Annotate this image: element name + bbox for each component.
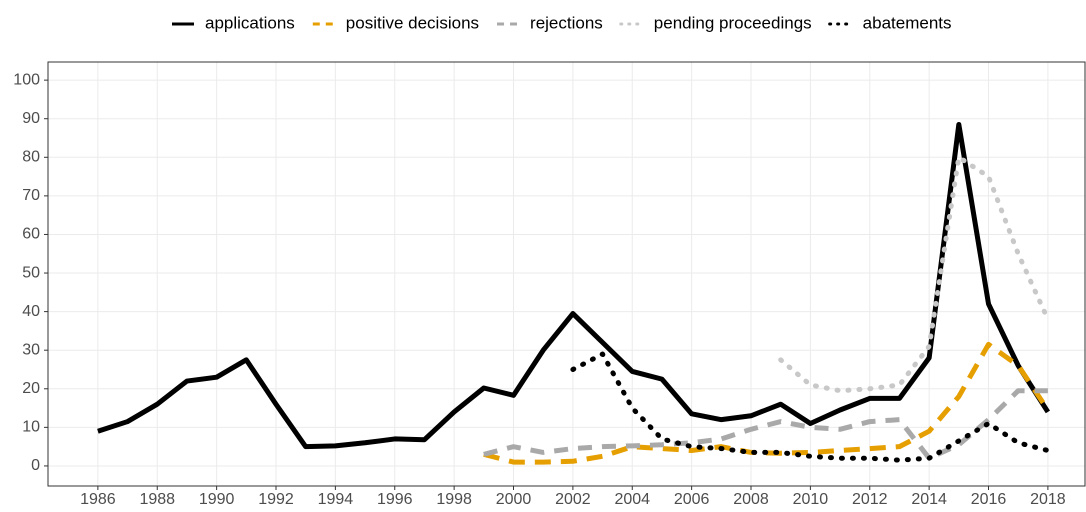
series-line — [570, 351, 1051, 463]
y-tick-label: 30 — [22, 341, 40, 358]
y-tick-label: 80 — [22, 149, 40, 166]
x-tick-label: 2002 — [555, 491, 591, 507]
x-tick-label: 2000 — [496, 491, 532, 507]
x-tick-label: 1988 — [139, 491, 175, 507]
panel-border — [47, 61, 1086, 487]
x-tick-label: 1986 — [80, 491, 116, 507]
legend-label: pending proceedings — [654, 13, 812, 32]
series-line — [483, 388, 1048, 461]
x-tick-label: 1998 — [436, 491, 472, 507]
y-tick-label: 0 — [31, 457, 40, 474]
y-tick-label: 60 — [22, 226, 40, 243]
x-tick-label: 2012 — [852, 491, 888, 507]
x-tick-label: 2006 — [674, 491, 710, 507]
series-line — [483, 341, 1050, 465]
y-tick-label: 90 — [22, 110, 40, 127]
series-line — [97, 122, 1050, 450]
legend: applications positive decisions rejections… — [172, 13, 952, 32]
x-tick-label: 2018 — [1030, 491, 1066, 507]
x-tick-label: 2004 — [614, 491, 650, 507]
legend-label: positive decisions — [346, 13, 479, 32]
x-tick-label: 1994 — [318, 491, 354, 507]
y-tick-label: 40 — [22, 303, 40, 320]
legend-label: applications — [205, 13, 295, 32]
x-tick-label: 2010 — [793, 491, 829, 507]
x-tick-label: 1996 — [377, 491, 413, 507]
x-tick-label: 2008 — [733, 491, 769, 507]
x-tick-label: 1992 — [258, 491, 294, 507]
series-line — [778, 154, 1051, 394]
x-tick-label: 2014 — [911, 491, 947, 507]
x-tick-label: 1990 — [199, 491, 235, 507]
legend-label: rejections — [530, 13, 603, 32]
legend-label: abatements — [863, 13, 952, 32]
y-tick-label: 10 — [22, 419, 40, 436]
x-tick-label: 2016 — [971, 491, 1007, 507]
y-tick-label: 50 — [22, 264, 40, 281]
y-tick-label: 20 — [22, 380, 40, 397]
y-tick-label: 100 — [13, 71, 40, 88]
y-tick-label: 70 — [22, 187, 40, 204]
